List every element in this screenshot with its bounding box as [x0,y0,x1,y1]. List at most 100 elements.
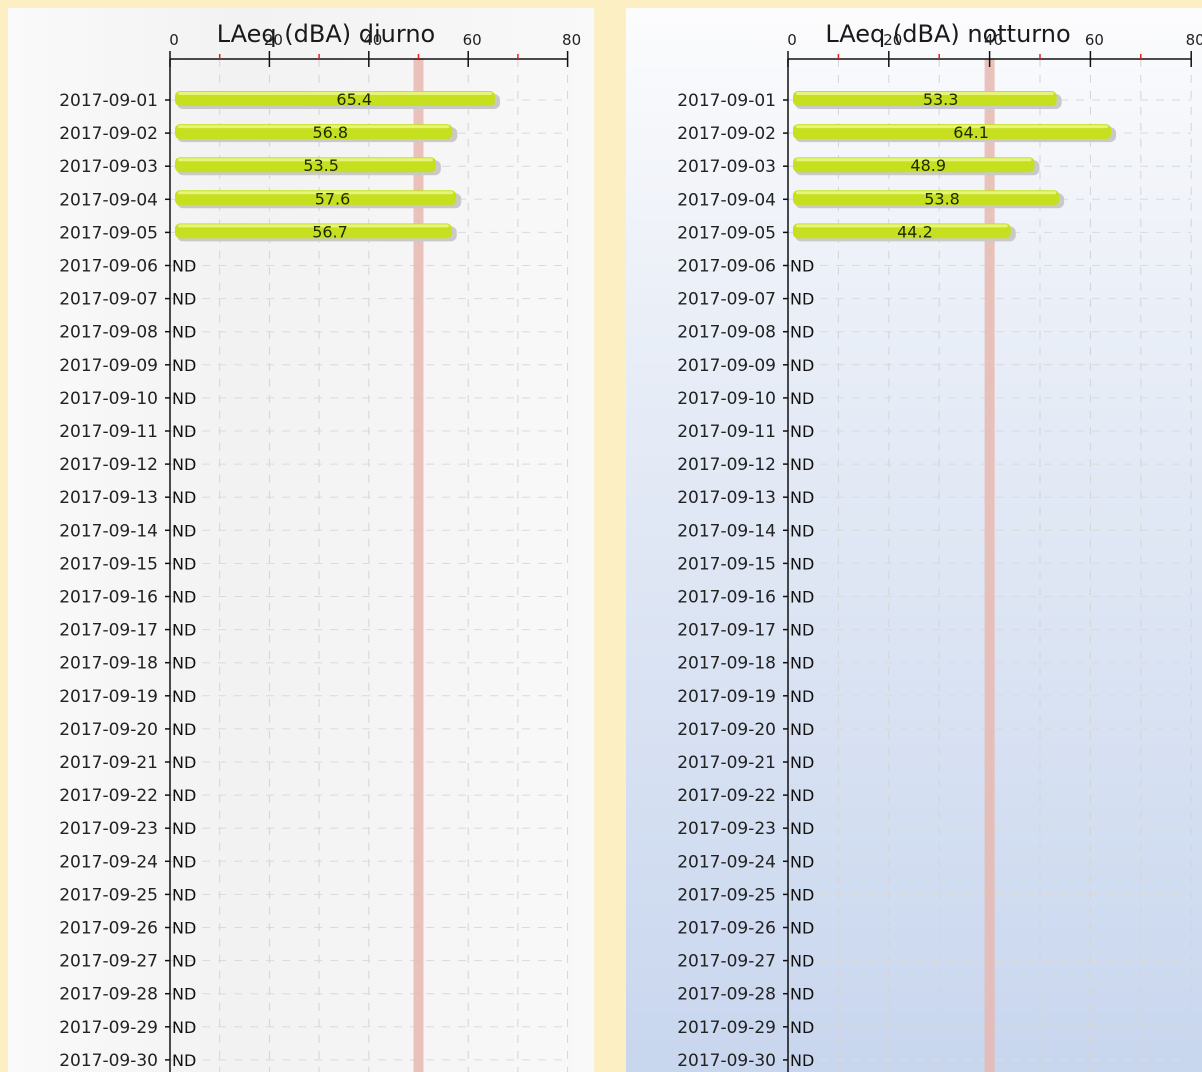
bar-highlight [796,92,1054,95]
missing-label: ND [172,1018,196,1037]
missing-label: ND [790,1051,814,1070]
missing-label: ND [172,422,196,441]
missing-label: ND [790,488,814,507]
y-tick-label: 2017-09-20 [59,720,158,740]
x-tick-label: 20 [883,31,902,49]
y-tick-label: 2017-09-30 [677,1051,776,1071]
y-tick-label: 2017-09-14 [677,521,776,541]
missing-label: ND [790,455,814,474]
missing-label: ND [790,588,814,607]
data-label: 53.8 [924,189,960,208]
y-tick-label: 2017-09-19 [59,687,158,707]
missing-label: ND [790,323,814,342]
y-tick-label: 2017-09-02 [677,124,776,144]
data-label: 48.9 [910,156,946,175]
missing-label: ND [790,885,814,904]
y-tick-label: 2017-09-08 [677,323,776,343]
x-tick-label: 80 [562,31,581,49]
bar-highlight [178,158,433,162]
missing-label: ND [790,687,814,706]
y-tick-label: 2017-09-22 [59,786,158,806]
missing-label: ND [172,290,196,309]
y-tick-label: 2017-09-01 [677,91,776,111]
missing-label: ND [790,554,814,573]
y-tick-label: 2017-09-06 [677,257,776,277]
missing-label: ND [790,422,814,441]
y-tick-label: 2017-09-19 [677,687,776,707]
x-tick-label: 20 [264,31,283,49]
missing-label: ND [172,455,196,474]
missing-label: ND [172,985,196,1004]
y-tick-label: 2017-09-10 [59,389,158,409]
y-tick-label: 2017-09-22 [677,786,776,806]
y-tick-label: 2017-09-23 [59,819,158,839]
y-tick-label: 2017-09-06 [59,257,158,277]
missing-label: ND [172,1051,196,1070]
chart-panel-diurno: LAeq (dBA) diurno 0 20 40 60 80 2017-09-01 65.4… [8,8,594,1072]
bar-highlight [796,125,1109,129]
missing-label: ND [172,687,196,706]
y-tick-label: 2017-09-13 [59,488,158,508]
y-tick-label: 2017-09-18 [677,654,776,674]
missing-label: ND [790,786,814,805]
y-tick-label: 2017-09-24 [677,852,776,872]
chart-panel-notturno: LAeq (dBA) notturno 0 20 40 60 80 2017-09-01 53… [626,8,1202,1072]
y-tick-label: 2017-09-04 [59,190,158,210]
chart-title: LAeq (dBA) notturno [825,20,1070,48]
missing-label: ND [172,885,196,904]
y-tick-label: 2017-09-11 [677,422,776,442]
y-tick-label: 2017-09-12 [677,455,776,475]
missing-label: ND [790,819,814,838]
x-tick-label: 40 [984,31,1003,49]
y-tick-label: 2017-09-03 [677,157,776,177]
y-tick-label: 2017-09-21 [677,753,776,773]
y-tick-label: 2017-09-23 [677,819,776,839]
y-tick-label: 2017-09-21 [59,753,158,773]
x-tick-label: 60 [1085,31,1104,49]
y-tick-label: 2017-09-09 [677,356,776,376]
missing-label: ND [790,753,814,772]
missing-label: ND [790,720,814,739]
missing-label: ND [172,919,196,938]
y-tick-label: 2017-09-27 [59,952,158,972]
y-tick-label: 2017-09-11 [59,422,158,442]
missing-label: ND [172,952,196,971]
missing-label: ND [790,985,814,1004]
missing-label: ND [790,654,814,673]
missing-label: ND [172,786,196,805]
y-tick-label: 2017-09-09 [59,356,158,376]
x-tick-label: 60 [463,31,482,49]
missing-label: ND [172,389,196,408]
y-tick-label: 2017-09-10 [677,389,776,409]
y-tick-label: 2017-09-03 [59,157,158,177]
threshold-line [984,59,995,1072]
missing-label: ND [172,257,196,276]
y-tick-label: 2017-09-27 [677,952,776,972]
x-tick-label: 80 [1186,31,1202,49]
y-tick-label: 2017-09-18 [59,654,158,674]
y-tick-label: 2017-09-07 [677,290,776,310]
missing-label: ND [172,488,196,507]
y-tick-label: 2017-09-20 [677,720,776,740]
y-tick-label: 2017-09-28 [677,985,776,1005]
missing-label: ND [790,257,814,276]
chart-title: LAeq (dBA) diurno [217,20,435,48]
y-tick-label: 2017-09-04 [677,190,776,210]
missing-label: ND [172,654,196,673]
y-tick-label: 2017-09-26 [59,919,158,939]
y-tick-label: 2017-09-26 [677,919,776,939]
missing-label: ND [172,554,196,573]
bar-highlight [178,191,454,195]
bar-highlight [796,224,1008,228]
y-tick-label: 2017-09-12 [59,455,158,475]
data-label: 53.3 [923,90,959,109]
y-tick-label: 2017-09-28 [59,985,158,1005]
y-tick-label: 2017-09-16 [677,588,776,608]
bar-highlight [796,191,1057,195]
missing-label: ND [790,621,814,640]
missing-label: ND [790,290,814,309]
y-tick-label: 2017-09-30 [59,1051,158,1071]
data-label: 65.4 [336,90,372,109]
bar-highlight [178,224,449,228]
missing-label: ND [790,356,814,375]
